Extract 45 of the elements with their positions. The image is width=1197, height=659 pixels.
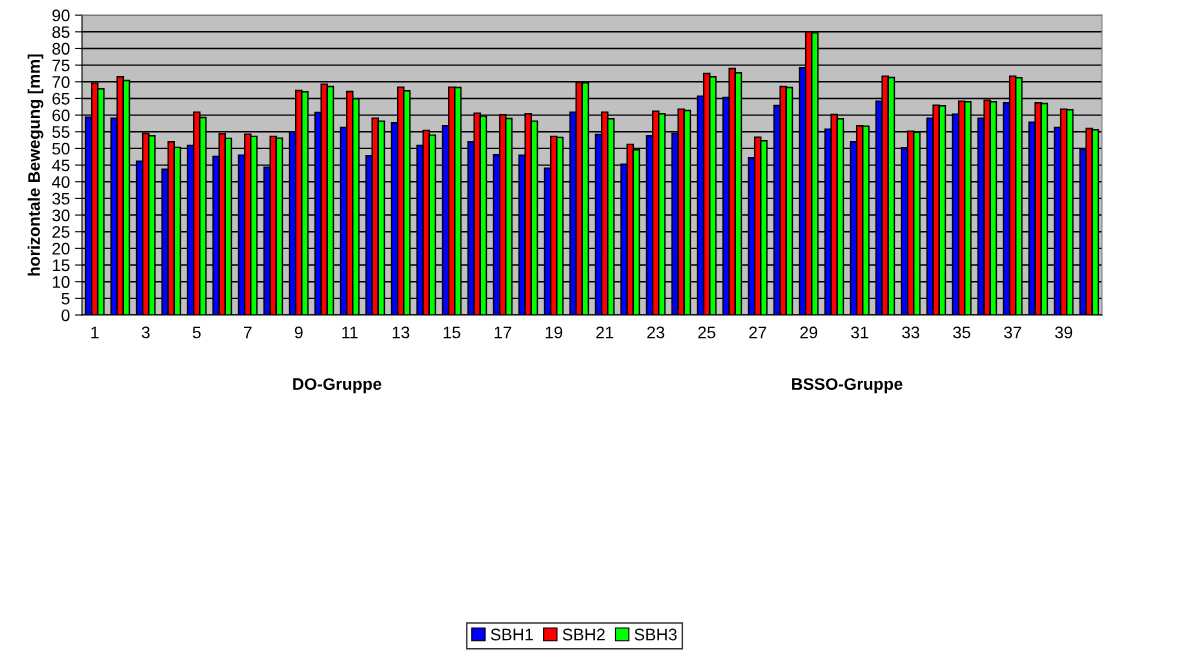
text: DO-Gruppe [293,378,382,394]
x-tick-label: 5 [192,326,201,339]
y-tick-label: 20 [52,242,70,255]
y-tick-label: 10 [52,276,70,288]
x-tick-label: 33 [902,326,920,339]
x-tick-label: 25 [698,326,716,339]
legend-label: SBH1 [490,628,533,641]
y-tick-label: 40 [52,176,70,188]
y-tick-label: 85 [52,26,70,39]
y-tick-label: 90 [52,9,70,22]
x-tick-label: 31 [851,326,869,339]
y-tick-label: 60 [52,109,70,122]
legend-label: SBH2 [562,628,605,641]
y-tick-label: 45 [52,159,70,172]
y-tick-label: 70 [52,76,70,88]
x-tick-label: 13 [392,326,410,339]
y-tick-label: 75 [52,59,70,72]
x-tick-label: 11 [342,326,358,339]
y-tick-label: 25 [52,226,70,238]
y-tick-label: 65 [52,92,70,105]
x-tick-label: 23 [647,326,665,339]
y-axis-title: horizontale Bewegung [mm] [27,54,44,276]
x-tick-label: 27 [749,326,767,339]
y-tick-label: 30 [52,209,70,222]
y-tick-label: 50 [52,142,70,155]
x-tick-label: 39 [1055,326,1073,339]
y-tick-label: 35 [52,192,70,205]
x-tick-label: 29 [800,326,818,339]
x-tick-label: 37 [1004,326,1022,339]
y-tick-label: 80 [52,42,70,55]
y-tick-label: 0 [61,309,70,322]
x-tick-label: 19 [545,326,563,339]
x-tick-label: 17 [494,326,512,339]
y-tick-label: 15 [52,259,70,272]
legend-label: SBH3 [634,628,677,641]
y-tick-label: 5 [61,292,70,305]
y-tick-label: 55 [52,126,70,138]
x-tick-label: 15 [443,326,461,339]
x-tick-label: 9 [294,326,303,339]
x-tick-label: 3 [141,326,150,339]
text: BSSO-Gruppe [792,378,903,394]
x-tick-label: 1 [91,326,99,339]
x-tick-label: 21 [596,326,614,339]
x-tick-label: 7 [243,326,252,339]
x-tick-label: 35 [953,326,971,339]
